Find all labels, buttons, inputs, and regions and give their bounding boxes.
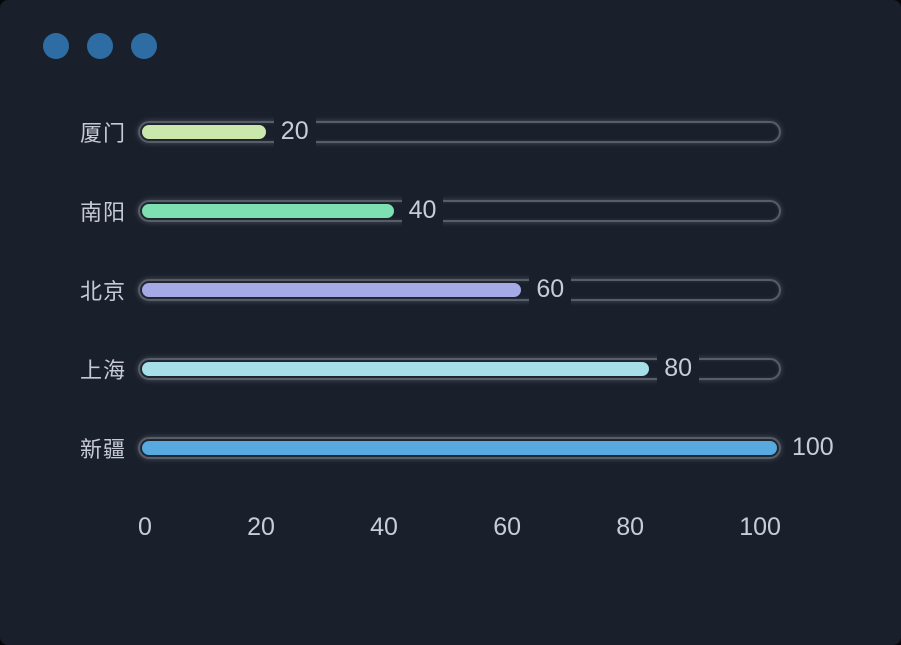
bar-row: 厦门 20 [60, 92, 901, 171]
category-label: 新疆 [79, 436, 126, 462]
x-axis-tick-label: 40 [370, 513, 398, 541]
bar[interactable] [142, 124, 266, 139]
bar-track: 100 [138, 431, 841, 464]
value-label: 40 [401, 194, 444, 227]
x-axis: 0 20 40 60 80 100 [138, 513, 781, 542]
value-label: 100 [785, 431, 841, 464]
category-label: 厦门 [79, 120, 126, 146]
window-control-dot-2[interactable] [87, 33, 113, 59]
bar[interactable] [142, 203, 394, 218]
bar-track: 60 [138, 273, 781, 306]
bar-track: 20 [138, 115, 781, 148]
value-label: 80 [657, 352, 699, 385]
bar[interactable] [142, 440, 777, 455]
value-label: 20 [273, 115, 316, 148]
bar-row: 新疆 100 [60, 408, 901, 487]
bar-track: 80 [138, 352, 781, 385]
x-axis-tick-label: 20 [247, 513, 275, 541]
bar-row: 南阳 40 [60, 171, 901, 250]
bar-row: 北京 60 [60, 250, 901, 329]
bar-row: 上海 80 [60, 329, 901, 408]
x-axis-tick-label: 80 [616, 513, 645, 541]
bar-track: 40 [138, 194, 781, 227]
window-titlebar [0, 0, 901, 92]
x-axis-tick-label: 0 [138, 513, 152, 541]
window-control-dot-3[interactable] [131, 33, 157, 59]
bar[interactable] [142, 282, 522, 297]
x-axis-tick-label: 100 [739, 513, 781, 541]
horizontal-bar-chart: 厦门 20 南阳 40 北京 60 上海 80 新疆 100 [0, 92, 901, 487]
category-label: 南阳 [79, 199, 126, 225]
category-label: 上海 [79, 357, 126, 383]
value-label: 60 [529, 273, 572, 306]
window-control-dot-1[interactable] [43, 33, 69, 59]
x-axis-tick-label: 60 [493, 513, 521, 541]
category-label: 北京 [79, 278, 126, 304]
bar[interactable] [142, 361, 650, 376]
